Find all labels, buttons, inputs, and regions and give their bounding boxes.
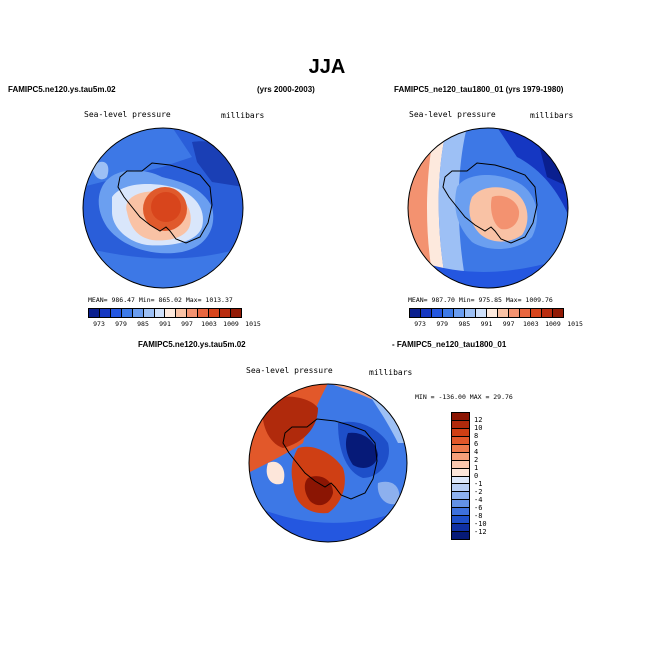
colorbar-tick-label: 1015 <box>567 320 583 328</box>
colorbar-swatch <box>465 309 476 317</box>
colorbar-tick-label: 12 <box>474 416 483 424</box>
colorbar-swatch <box>421 309 432 317</box>
colorbar-swatch <box>452 508 469 517</box>
colorbar-swatch <box>230 309 241 317</box>
colorbar-swatch <box>452 524 469 533</box>
colorbar-swatch <box>220 309 231 317</box>
colorbar-swatch <box>110 309 122 317</box>
panel2-left-header: FAMIPC5_ne120_tau1800_01 (yrs 1979-1980) <box>394 85 564 94</box>
panel1-polar-map <box>82 127 244 289</box>
colorbar-swatch <box>121 309 133 317</box>
colorbar-swatch <box>487 309 498 317</box>
colorbar-swatch <box>165 309 177 317</box>
panel3-right-header: - FAMIPC5_ne120_tau1800_01 <box>392 340 507 349</box>
colorbar-tick-label: -2 <box>474 488 483 496</box>
colorbar-swatch <box>476 309 487 317</box>
colorbar-tick-label: 997 <box>502 320 515 328</box>
colorbar-tick-label: -6 <box>474 504 483 512</box>
panel1-units-label: millibars <box>221 111 265 120</box>
colorbar-swatch <box>452 436 469 445</box>
colorbar-swatch <box>452 532 469 539</box>
colorbar-tick-label: -8 <box>474 512 483 520</box>
colorbar-swatch <box>410 309 421 317</box>
colorbar-swatch <box>542 309 553 317</box>
colorbar-tick-label: 985 <box>458 320 471 328</box>
panel1-left-header: FAMIPC5.ne120.ys.tau5m.02 <box>8 85 116 94</box>
colorbar-swatch <box>432 309 443 317</box>
colorbar-swatch <box>143 309 155 317</box>
colorbar-tick-label: 10 <box>474 424 483 432</box>
colorbar-swatch <box>553 309 563 317</box>
colorbar-tick-label: 985 <box>137 320 149 328</box>
colorbar-tick-label: -1 <box>474 480 483 488</box>
colorbar-swatch <box>452 444 469 453</box>
panel1-colorbar <box>88 308 242 318</box>
colorbar-swatch <box>452 413 469 421</box>
colorbar-tick-label: 1003 <box>201 320 217 328</box>
colorbar-tick-label: 8 <box>474 432 479 440</box>
colorbar-tick-label: 991 <box>480 320 493 328</box>
panel1-right-header: (yrs 2000-2003) <box>257 85 315 94</box>
colorbar-tick-label: 979 <box>436 320 449 328</box>
colorbar-swatch <box>531 309 542 317</box>
colorbar-tick-label: 1009 <box>545 320 561 328</box>
panel3-left-header: FAMIPC5.ne120.ys.tau5m.02 <box>138 340 246 349</box>
colorbar-swatch <box>452 492 469 501</box>
colorbar-tick-label: 997 <box>181 320 193 328</box>
panel1-field-label: Sea-level pressure <box>84 110 171 119</box>
colorbar-tick-label: 2 <box>474 456 479 464</box>
colorbar-swatch <box>520 309 531 317</box>
colorbar-tick-label: -10 <box>474 520 487 528</box>
colorbar-swatch <box>452 468 469 477</box>
colorbar-swatch <box>198 309 210 317</box>
panel2-colorbar <box>409 308 564 318</box>
colorbar-tick-label: 991 <box>159 320 171 328</box>
panel3-colorbar <box>451 412 470 540</box>
colorbar-swatch <box>452 420 469 429</box>
colorbar-swatch <box>452 460 469 469</box>
colorbar-swatch <box>452 452 469 461</box>
colorbar-swatch <box>89 309 100 317</box>
colorbar-swatch <box>176 309 188 317</box>
colorbar-swatch <box>452 500 469 509</box>
colorbar-tick-label: -12 <box>474 528 487 536</box>
panel3-units-label: millibars <box>369 368 413 377</box>
colorbar-swatch <box>454 309 465 317</box>
panel3-stats: MIN = -136.00 MAX = 29.76 <box>415 393 513 401</box>
colorbar-tick-label: -4 <box>474 496 483 504</box>
colorbar-swatch <box>154 309 166 317</box>
colorbar-tick-label: 1009 <box>223 320 239 328</box>
colorbar-tick-label: 979 <box>115 320 127 328</box>
panel1-stats: MEAN= 986.47 Min= 865.02 Max= 1013.37 <box>88 296 233 304</box>
colorbar-tick-label: 4 <box>474 448 479 456</box>
colorbar-swatch <box>452 428 469 437</box>
colorbar-swatch <box>132 309 144 317</box>
colorbar-tick-label: 0 <box>474 472 479 480</box>
colorbar-tick-label: 973 <box>414 320 426 328</box>
colorbar-swatch <box>509 309 520 317</box>
colorbar-swatch <box>187 309 199 317</box>
colorbar-swatch <box>452 476 469 485</box>
panel2-polar-map <box>407 127 569 289</box>
colorbar-tick-label: 1 <box>474 464 479 472</box>
panel2-stats: MEAN= 987.70 Min= 975.85 Max= 1009.76 <box>408 296 553 304</box>
panel2-units-label: millibars <box>530 111 574 120</box>
colorbar-swatch <box>443 309 454 317</box>
colorbar-tick-label: 6 <box>474 440 479 448</box>
colorbar-swatch <box>99 309 111 317</box>
colorbar-tick-label: 1003 <box>522 320 539 328</box>
panel2-field-label: Sea-level pressure <box>409 110 496 119</box>
colorbar-tick-label: 973 <box>93 320 105 328</box>
colorbar-swatch <box>452 516 469 525</box>
colorbar-swatch <box>498 309 509 317</box>
colorbar-tick-label: 1015 <box>245 320 261 328</box>
colorbar-swatch <box>452 484 469 493</box>
colorbar-swatch <box>209 309 221 317</box>
panel3-field-label: Sea-level pressure <box>246 366 333 375</box>
panel3-difference-map <box>248 383 408 543</box>
figure-title: JJA <box>308 56 346 78</box>
